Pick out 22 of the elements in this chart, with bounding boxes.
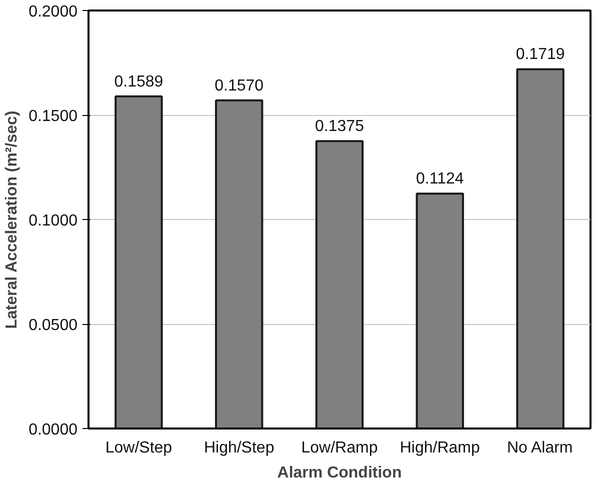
bar (416, 192, 464, 428)
bar (315, 140, 364, 428)
data-label: 0.1589 (114, 73, 164, 90)
y-axis-title: Lateral Acceleration (m²/sec) (4, 110, 21, 329)
y-tick-label: 0.2000 (28, 4, 78, 20)
x-tick-label: High/Ramp (400, 440, 480, 456)
y-tick-label: 0.1000 (28, 212, 78, 230)
x-tick-label: Low/Step (105, 440, 172, 456)
y-tick-label: 0.1500 (28, 108, 78, 125)
x-tick-label: No Alarm (506, 440, 573, 456)
bar (215, 99, 264, 428)
x-tick-label: Low/Ramp (301, 440, 378, 456)
y-tick-label: 0.0000 (28, 422, 78, 438)
y-tick-label: 0.0500 (28, 317, 78, 334)
x-tick-label: High/Step (204, 440, 274, 456)
bar (114, 95, 163, 428)
data-label: 0.1570 (214, 77, 264, 94)
data-label: 0.1124 (416, 170, 464, 188)
data-label: 0.1719 (516, 46, 565, 64)
data-label: 0.1375 (315, 118, 364, 136)
x-axis-title: Alarm Condition (277, 464, 402, 482)
bar (516, 68, 564, 428)
